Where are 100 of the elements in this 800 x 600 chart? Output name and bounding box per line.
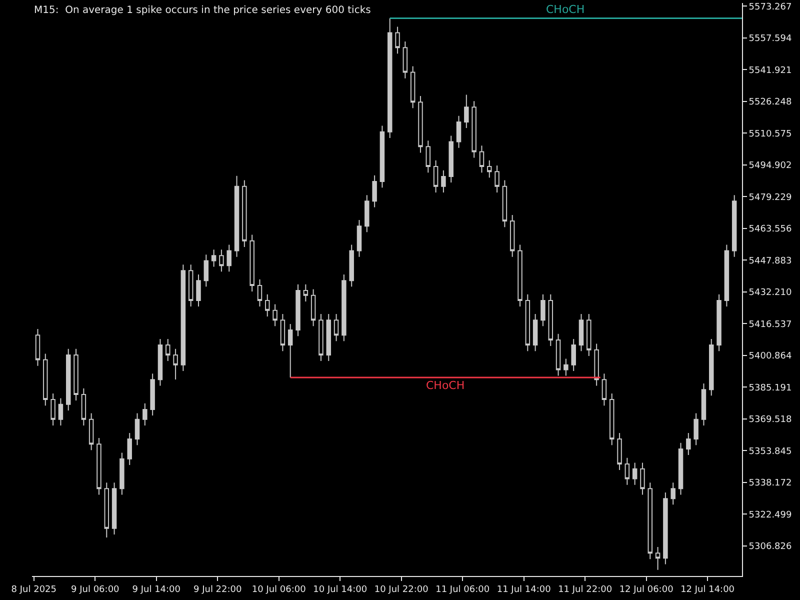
candlestick bbox=[402, 41, 408, 79]
y-tick-label: 5526.248 bbox=[748, 98, 792, 108]
candlestick bbox=[180, 264, 186, 372]
candlestick bbox=[448, 135, 454, 184]
x-tick-label: 9 Jul 06:00 bbox=[71, 584, 120, 595]
candlestick bbox=[173, 348, 178, 380]
y-tick-label: 5463.556 bbox=[748, 224, 792, 235]
candlestick bbox=[127, 432, 132, 466]
y-tick-label: 5385.191 bbox=[748, 383, 792, 394]
y-tick-label: 5541.921 bbox=[748, 66, 792, 76]
y-tick-label: 5447.883 bbox=[748, 256, 792, 266]
candlestick bbox=[724, 244, 730, 308]
candlestick bbox=[112, 482, 117, 535]
candlestick bbox=[204, 254, 209, 288]
candlestick bbox=[166, 338, 170, 362]
candlestick bbox=[510, 214, 515, 258]
y-tick-label: 5306.826 bbox=[748, 542, 792, 552]
candlestick bbox=[732, 194, 737, 258]
candlestick bbox=[686, 432, 691, 456]
candlestick bbox=[410, 66, 416, 109]
candlestick bbox=[104, 482, 110, 538]
candlestick bbox=[58, 398, 64, 426]
candlestick bbox=[120, 452, 124, 496]
y-tick-label: 5322.499 bbox=[748, 510, 792, 520]
candlestick bbox=[334, 314, 339, 342]
candlestick bbox=[456, 115, 462, 148]
x-tick-label: 12 Jul 14:00 bbox=[680, 584, 735, 595]
candlestick bbox=[395, 26, 400, 54]
x-tick-label: 10 Jul 06:00 bbox=[252, 584, 306, 595]
x-tick-label: 9 Jul 22:00 bbox=[194, 584, 242, 595]
candlestick bbox=[701, 383, 706, 426]
x-tick-label: 8 Jul 2025 bbox=[11, 584, 57, 595]
candlestick bbox=[142, 402, 148, 426]
y-tick-label: 5338.172 bbox=[748, 478, 792, 489]
candlestick bbox=[624, 457, 630, 486]
y-tick-label: 5432.210 bbox=[748, 288, 792, 298]
y-tick-label: 5557.594 bbox=[748, 34, 792, 44]
candlestick bbox=[50, 392, 56, 426]
candlestick bbox=[479, 145, 484, 174]
candlestick bbox=[472, 100, 476, 158]
chart-title: M15: On average 1 spike occurs in the price series every 600 ticks bbox=[34, 5, 371, 16]
candlestick bbox=[586, 314, 592, 356]
candlestick bbox=[433, 160, 438, 193]
x-tick-label: 10 Jul 14:00 bbox=[313, 584, 368, 595]
candlestick bbox=[578, 314, 584, 352]
candlestick bbox=[464, 94, 469, 129]
candlestick bbox=[716, 294, 722, 352]
candlestick bbox=[326, 314, 332, 362]
candlestick bbox=[640, 462, 645, 496]
candlestick bbox=[426, 140, 431, 174]
candlestick bbox=[594, 343, 599, 386]
candlestick bbox=[663, 492, 668, 565]
y-tick-label: 5494.902 bbox=[748, 161, 792, 172]
candlestick bbox=[66, 348, 71, 411]
candlestick bbox=[158, 338, 163, 386]
candlestick bbox=[540, 294, 546, 327]
candlestick bbox=[380, 125, 385, 188]
candlestick bbox=[318, 314, 324, 362]
candlestick bbox=[556, 333, 561, 376]
x-tick-label: 11 Jul 22:00 bbox=[558, 584, 612, 595]
candlestick bbox=[134, 412, 140, 446]
candlestick bbox=[487, 160, 492, 178]
candlestick bbox=[494, 165, 500, 193]
candlestick bbox=[265, 294, 270, 317]
candlestick bbox=[81, 388, 86, 426]
candlestick bbox=[296, 284, 300, 337]
candlestick bbox=[250, 234, 254, 292]
candlestick bbox=[280, 314, 286, 352]
y-tick-label: 5369.518 bbox=[748, 415, 792, 426]
candlestick bbox=[150, 373, 155, 416]
candlestick bbox=[670, 482, 676, 506]
candlestick bbox=[356, 220, 362, 258]
candlestick bbox=[372, 174, 377, 208]
candlestick bbox=[648, 482, 653, 560]
candlestick bbox=[257, 278, 262, 308]
x-tick-label: 11 Jul 06:00 bbox=[436, 584, 490, 595]
candlestick bbox=[502, 180, 508, 228]
candlestick bbox=[310, 288, 316, 327]
candlestick bbox=[518, 244, 522, 308]
candlestick bbox=[211, 249, 216, 268]
candlestick bbox=[74, 348, 78, 402]
y-tick-label: 5479.229 bbox=[748, 192, 792, 203]
y-tick-label: 5416.537 bbox=[748, 320, 792, 330]
candlestick bbox=[35, 328, 40, 366]
candlestick bbox=[96, 438, 102, 496]
x-tick-label: 12 Jul 06:00 bbox=[619, 584, 674, 595]
candlestick bbox=[602, 373, 607, 406]
y-tick-label: 5400.864 bbox=[748, 352, 792, 362]
series-label: CHoCH bbox=[426, 379, 465, 392]
candlestick bbox=[272, 304, 278, 327]
candlestick bbox=[303, 284, 308, 302]
candlestick bbox=[288, 323, 293, 378]
candlestick bbox=[388, 18, 392, 138]
candlestick bbox=[655, 546, 660, 570]
candlestick bbox=[617, 432, 622, 471]
candlestick bbox=[342, 274, 346, 342]
candlestick bbox=[226, 244, 232, 272]
y-tick-label: 5573.267 bbox=[748, 2, 792, 12]
candlestick bbox=[564, 358, 568, 376]
candlestick bbox=[88, 412, 94, 451]
